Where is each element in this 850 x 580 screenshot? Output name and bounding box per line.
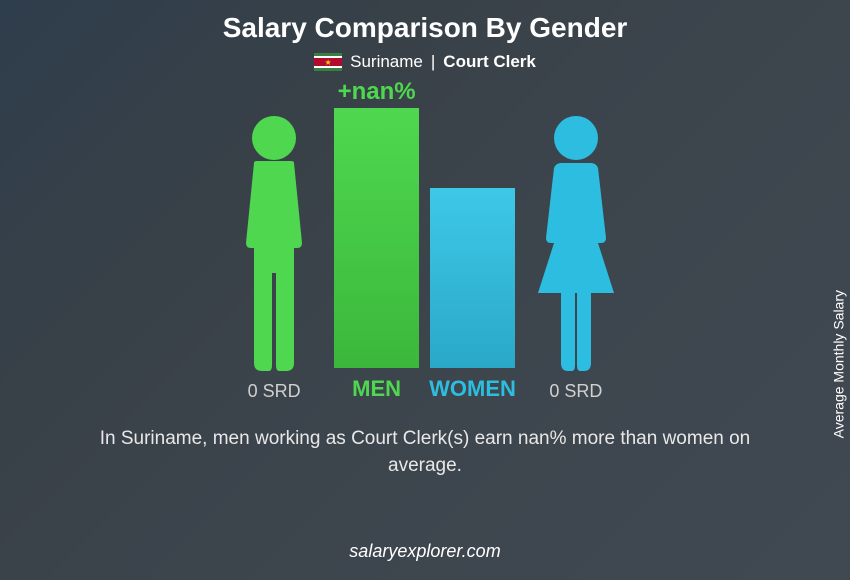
chart-area: 0 SRD +nan% MEN WOMEN 0 SRD xyxy=(224,92,626,402)
yaxis-label: Average Monthly Salary xyxy=(830,290,846,438)
page-title: Salary Comparison By Gender xyxy=(223,12,628,44)
footer-link: salaryexplorer.com xyxy=(349,541,500,562)
men-bar xyxy=(334,108,419,368)
male-icon xyxy=(224,113,324,373)
men-person-column: 0 SRD xyxy=(224,113,324,402)
flag-icon: ★ xyxy=(314,53,342,71)
difference-label: +nan% xyxy=(338,78,416,106)
women-bar-column: WOMEN xyxy=(429,188,516,402)
women-salary-label: 0 SRD xyxy=(549,381,602,402)
subtitle-row: ★ Suriname | Court Clerk xyxy=(314,52,536,72)
men-salary-label: 0 SRD xyxy=(248,381,301,402)
women-bar xyxy=(430,188,515,368)
content-container: Salary Comparison By Gender ★ Suriname |… xyxy=(0,0,850,580)
job-label: Court Clerk xyxy=(443,52,536,72)
separator: | xyxy=(431,52,435,72)
women-person-column: 0 SRD xyxy=(526,113,626,402)
country-label: Suriname xyxy=(350,52,423,72)
female-icon xyxy=(526,113,626,373)
women-bar-label: WOMEN xyxy=(429,376,516,402)
men-bar-column: +nan% MEN xyxy=(334,108,419,402)
summary-text: In Suriname, men working as Court Clerk(… xyxy=(75,426,775,479)
men-bar-label: MEN xyxy=(352,376,401,402)
